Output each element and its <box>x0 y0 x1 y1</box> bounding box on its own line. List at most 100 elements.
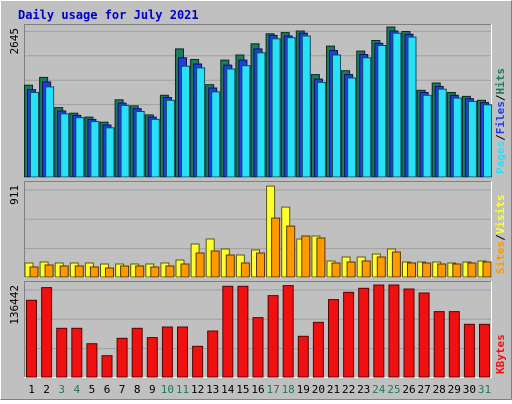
bar-pages-day-30 <box>467 101 477 178</box>
bar-sites-day-undefined <box>44 264 54 278</box>
x-axis-tick-label: 6 <box>104 383 111 396</box>
bar-sites-day-undefined <box>135 265 145 278</box>
bar-kbytes-day-undefined <box>328 299 339 378</box>
chart-title: Daily usage for July 2021 <box>18 8 199 22</box>
bar-kbytes-day-undefined <box>131 327 143 378</box>
y-axis-max-label: 911 <box>8 185 21 205</box>
x-axis-tick-label: 30 <box>463 383 476 396</box>
x-axis-tick-label: 4 <box>73 383 80 396</box>
bar-pages-day-8 <box>135 111 145 178</box>
x-axis-tick-label: 24 <box>372 383 386 396</box>
bar-kbytes-day-undefined <box>26 299 37 378</box>
bar-sites-day-undefined <box>316 237 326 278</box>
bar-sites-day-undefined <box>59 265 69 278</box>
legend-item: KBytes <box>494 334 507 374</box>
bar-kbytes-day-undefined <box>116 337 128 378</box>
x-axis-tick-label: 9 <box>149 383 156 396</box>
x-axis-tick-label: 13 <box>206 383 219 396</box>
x-axis-tick-label: 23 <box>357 383 370 396</box>
legend-item: Files <box>494 101 507 134</box>
bar-sites-day-undefined <box>105 267 114 278</box>
bar-kbytes-day-undefined <box>237 285 249 378</box>
bar-pages-day-29 <box>452 97 462 178</box>
bar-pages-day-10 <box>165 99 175 178</box>
bar-kbytes-day-undefined <box>388 284 400 378</box>
x-axis-tick-label: 1 <box>28 383 35 396</box>
bar-kbytes-day-undefined <box>418 292 430 378</box>
legend-label: Pages/Files/Hits <box>494 68 507 174</box>
legend-label: Sites/Visits <box>494 195 507 275</box>
legend-item: Sites <box>494 241 507 274</box>
bar-kbytes-day-undefined <box>192 345 204 378</box>
bar-pages-day-3 <box>60 113 70 178</box>
x-axis-tick-label: 27 <box>417 383 430 396</box>
chart-labels: 2645Pages/Files/Hits911Sites/Visits13644… <box>8 28 507 396</box>
bar-pages-day-23 <box>362 57 372 178</box>
x-axis-tick-label: 26 <box>402 383 415 396</box>
bar-pages-day-6 <box>105 127 115 178</box>
bar-kbytes-day-undefined <box>56 327 68 378</box>
bar-sites-day-undefined <box>29 266 39 278</box>
x-axis-tick-label: 12 <box>191 383 204 396</box>
bar-pages-day-19 <box>301 35 311 178</box>
legend-label: KBytes <box>494 334 507 374</box>
bar-sites-day-undefined <box>301 235 311 278</box>
bar-pages-day-20 <box>316 81 326 178</box>
x-axis-tick-label: 31 <box>478 383 491 396</box>
bar-kbytes-day-undefined <box>373 284 385 378</box>
bar-sites-day-undefined <box>407 262 416 278</box>
x-axis-tick-label: 22 <box>342 383 355 396</box>
bar-pages-day-14 <box>226 68 236 178</box>
x-axis-tick-label: 11 <box>176 383 189 396</box>
bar-kbytes-day-undefined <box>312 321 324 378</box>
x-axis-tick-label: 21 <box>327 383 340 396</box>
bar-kbytes-day-undefined <box>207 330 219 378</box>
x-axis-tick-label: 29 <box>448 383 461 396</box>
bar-sites-day-undefined <box>376 256 386 278</box>
legend-item: Visits <box>494 195 507 235</box>
x-axis-tick-label: 28 <box>433 383 446 396</box>
x-axis-tick-label: 16 <box>251 383 264 396</box>
x-axis-tick-label: 25 <box>387 383 400 396</box>
bar-kbytes-day-undefined <box>448 311 460 378</box>
chart-bars <box>24 26 492 378</box>
bar-pages-day-13 <box>211 91 221 178</box>
bar-kbytes-day-undefined <box>403 288 415 378</box>
legend-item: / <box>494 94 507 101</box>
bar-pages-day-21 <box>332 54 341 178</box>
bar-pages-day-31 <box>483 104 492 178</box>
bar-sites-day-undefined <box>361 260 371 278</box>
bar-kbytes-day-undefined <box>41 287 53 378</box>
bar-sites-day-undefined <box>225 254 235 278</box>
x-axis-tick-label: 14 <box>221 383 235 396</box>
bar-sites-day-undefined <box>150 266 160 278</box>
bar-pages-day-27 <box>422 94 432 178</box>
bar-kbytes-day-undefined <box>146 337 158 378</box>
bar-sites-day-undefined <box>89 266 99 278</box>
bar-sites-day-undefined <box>422 262 432 278</box>
bar-sites-day-undefined <box>120 265 130 278</box>
bar-kbytes-day-undefined <box>252 317 264 378</box>
bar-pages-day-18 <box>286 37 296 178</box>
bar-sites-day-undefined <box>286 225 296 278</box>
bar-kbytes-day-undefined <box>297 335 309 378</box>
bar-pages-day-22 <box>347 77 357 178</box>
bar-pages-day-25 <box>392 32 402 178</box>
bar-kbytes-day-undefined <box>433 311 445 378</box>
bar-sites-day-undefined <box>482 261 492 278</box>
bar-sites-day-undefined <box>271 217 281 278</box>
x-axis-tick-label: 19 <box>297 383 310 396</box>
bar-sites-day-undefined <box>437 263 447 278</box>
bar-kbytes-day-undefined <box>101 355 113 378</box>
bar-kbytes-day-undefined <box>222 285 234 378</box>
bar-pages-day-26 <box>407 36 417 178</box>
legend-item: / <box>494 234 507 241</box>
bar-sites-day-undefined <box>467 262 477 278</box>
bar-kbytes-day-undefined <box>343 291 355 378</box>
bar-kbytes-day-undefined <box>71 327 83 378</box>
x-axis-tick-label: 15 <box>236 383 249 396</box>
bar-sites-day-undefined <box>331 262 341 278</box>
x-axis-tick-label: 8 <box>134 383 141 396</box>
